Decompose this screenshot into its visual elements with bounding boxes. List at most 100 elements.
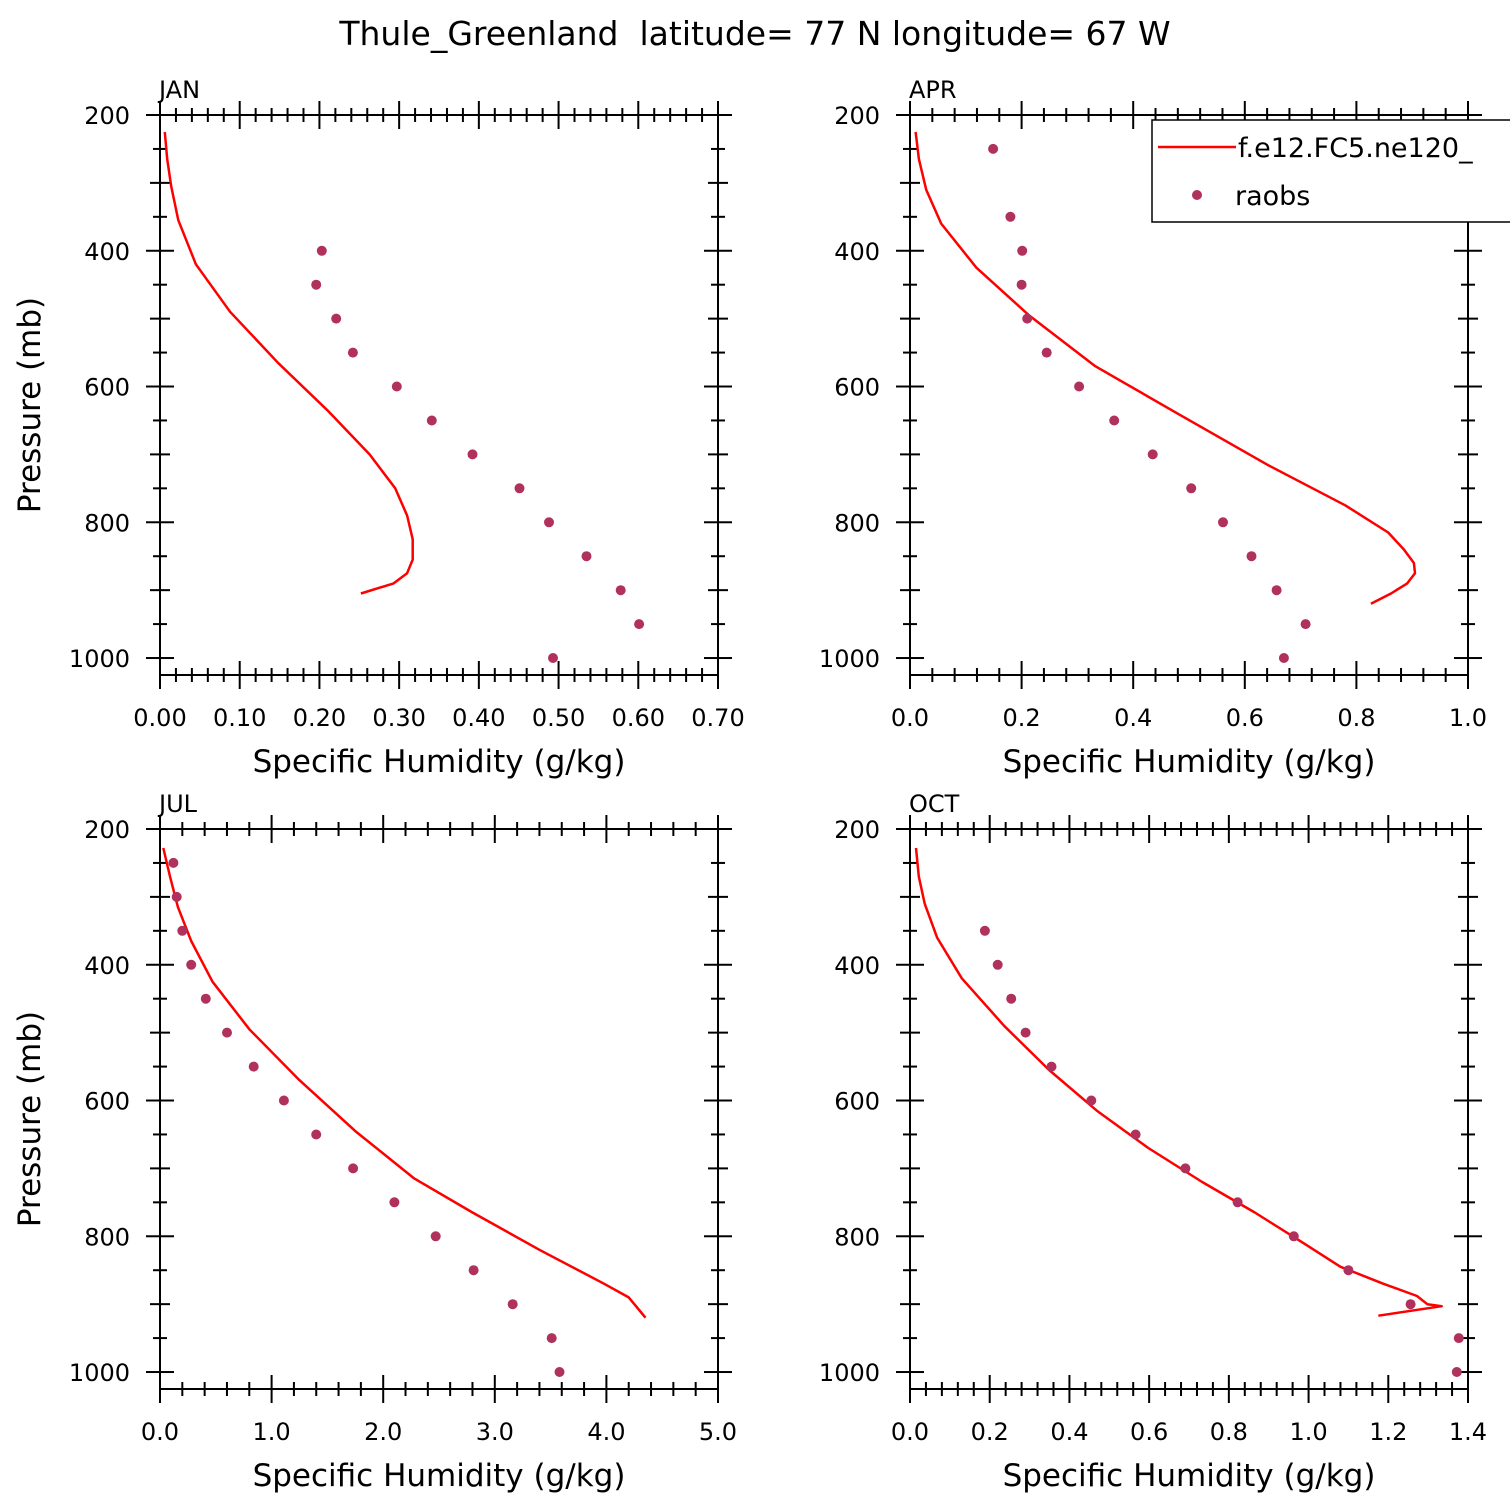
y-axis-label: Pressure (mb) [12,297,48,513]
obs-point [1147,449,1158,460]
obs-point [316,245,327,256]
figure-title: Thule_Greenland latitude= 77 N longitude… [338,14,1170,53]
x-tick-label: 0.60 [612,704,665,732]
legend-box [1151,119,1510,223]
y-tick-label: 400 [84,238,130,266]
obs-point [168,857,179,868]
legend-obs-label: raobs [1235,181,1310,212]
panel-title: JAN [157,76,200,104]
obs-point [1186,483,1197,494]
x-tick-label: 3.0 [476,1418,514,1446]
obs-point [1288,1231,1299,1242]
obs-point [278,1095,289,1106]
y-tick-label: 400 [84,952,130,980]
obs-point [554,1367,565,1377]
obs-point [1405,1299,1416,1310]
obs-point [186,959,197,970]
x-tick-label: 0.30 [372,704,425,732]
x-tick-label: 0.4 [1114,704,1152,732]
x-tick-label: 0.2 [971,1418,1009,1446]
obs-point [548,653,558,663]
model-profile-line [914,131,1417,605]
obs-point [331,313,342,324]
x-tick-label: 0.50 [532,704,585,732]
legend-obs-marker [1192,190,1202,200]
obs-point [1300,619,1311,630]
plot-frame [909,828,1469,1390]
obs-point [1246,551,1257,562]
y-tick-label: 200 [84,816,130,844]
y-tick-label: 200 [834,816,880,844]
obs-point [426,415,437,426]
x-tick-label: 0.10 [213,704,266,732]
obs-point [1006,993,1017,1004]
x-axis-label: Specific Humidity (g/kg) [1003,1458,1376,1494]
y-tick-label: 800 [84,1223,130,1251]
obs-point [1130,1129,1141,1140]
x-tick-label: 0.6 [1130,1418,1168,1446]
x-tick-label: 0.0 [891,1418,929,1446]
x-tick-label: 0.20 [293,704,346,732]
x-tick-label: 1.4 [1449,1418,1487,1446]
obs-point [1343,1265,1354,1276]
obs-point [1453,1333,1464,1344]
y-axis-label: Pressure (mb) [12,1011,48,1227]
obs-point [546,1333,557,1344]
obs-point [467,449,478,460]
obs-point [615,585,626,596]
x-tick-label: 0.00 [133,704,186,732]
panel-apr: 0.0 0.2 0.4 0.6 0.8 1.0 200 400 600 800 1000 Specif… [819,76,1487,780]
obs-point [391,381,402,392]
model-profile-line [162,847,647,1319]
x-tick-label: 0.8 [1337,704,1375,732]
x-tick-label: 1.0 [1289,1418,1327,1446]
obs-point [1278,653,1289,663]
obs-point [177,925,188,936]
x-tick-label: 1.2 [1369,1418,1407,1446]
obs-point [468,1265,479,1276]
obs-point [581,551,592,562]
x-axis-label: Specific Humidity (g/kg) [253,744,626,780]
y-tick-label: 1000 [69,1359,130,1387]
obs-point [430,1231,441,1242]
obs-point [1451,1367,1462,1377]
obs-point [1017,245,1028,256]
obs-point [988,143,999,154]
obs-point [347,347,358,358]
obs-point [634,619,645,630]
y-tick-label: 600 [834,1088,880,1116]
obs-point [992,959,1003,970]
plot-frame [159,114,719,676]
obs-point [1005,211,1016,222]
y-tick-label: 600 [834,374,880,402]
obs-point [1109,415,1120,426]
obs-point [200,993,211,1004]
obs-point [1232,1197,1243,1208]
x-tick-label: 0.40 [452,704,505,732]
x-tick-label: 0.70 [691,704,744,732]
panel-oct: 0.0 0.2 0.4 0.6 0.8 1.0 1.2 1.4 200 400 600 800 1000… [819,790,1487,1494]
obs-point [348,1163,359,1174]
x-axis-label: Specific Humidity (g/kg) [253,1458,626,1494]
obs-point [1218,517,1228,528]
obs-point [171,891,182,902]
y-tick-label: 800 [84,509,130,537]
y-tick-label: 400 [834,952,880,980]
x-tick-label: 0.8 [1210,1418,1248,1446]
x-tick-label: 0.4 [1050,1418,1088,1446]
obs-point [1180,1163,1191,1174]
obs-point [507,1299,518,1310]
x-tick-label: 0.2 [1003,704,1041,732]
y-tick-label: 800 [834,509,880,537]
y-tick-label: 1000 [69,645,130,673]
obs-point [311,1129,322,1140]
obs-point [1046,1061,1057,1072]
obs-point [979,925,990,936]
obs-point [1020,1027,1031,1038]
y-tick-label: 400 [834,238,880,266]
obs-point [248,1061,259,1072]
y-tick-label: 200 [834,102,880,130]
plot-frame [909,114,1469,676]
legend-model-label: f.e12.FC5.ne120_ [1238,133,1473,164]
panel-title: APR [909,76,957,104]
